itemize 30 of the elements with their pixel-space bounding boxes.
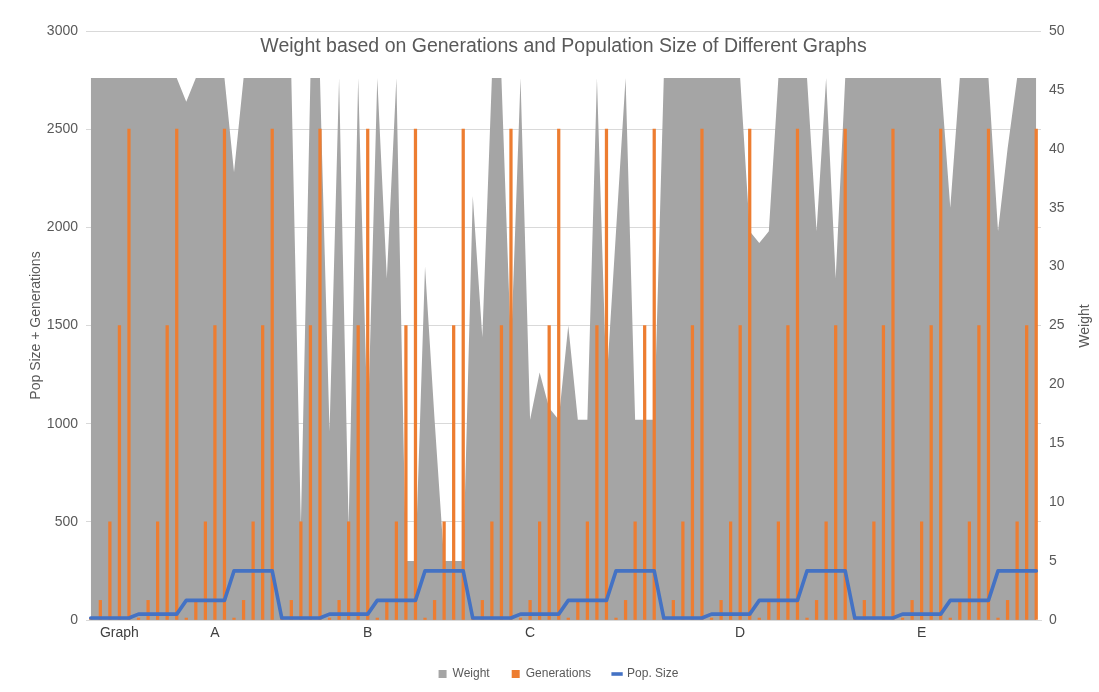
y-tick-label: 0: [70, 610, 79, 627]
x-tick-label: B: [363, 624, 373, 641]
y2-tick-label: 20: [1049, 375, 1065, 392]
y2-tick-label: 40: [1049, 139, 1065, 156]
y-tick-label: 1500: [46, 316, 79, 333]
y2-tick-label: 30: [1049, 257, 1065, 274]
y2-tick-label: 50: [1049, 21, 1065, 38]
x-tick-label: D: [735, 624, 746, 641]
y2-tick-label: 15: [1049, 434, 1065, 451]
y2-tick-label: 35: [1049, 198, 1065, 215]
chart-title: Weight based on Generations and Population Size of Different Graphs: [259, 34, 868, 57]
x-tick-label: Graph: [99, 624, 139, 641]
y2-axis-title: Weight: [1076, 303, 1092, 348]
y-tick-label: 500: [54, 512, 79, 529]
y2-tick-label: 5: [1049, 551, 1057, 568]
y-axis-title: Pop Size + Generations: [27, 251, 44, 400]
legend-label: Pop. Size: [627, 666, 679, 681]
y-tick-label: 2500: [46, 120, 79, 137]
y2-tick-label: 10: [1049, 493, 1065, 510]
x-tick-label: A: [210, 624, 221, 641]
legend-label: Generations: [525, 666, 592, 681]
x-tick-label: E: [916, 624, 927, 641]
y2-tick-label: 25: [1049, 316, 1065, 333]
legend-label: Weight: [452, 666, 491, 681]
y-tick-label: 3000: [46, 21, 79, 38]
y2-tick-label: 45: [1049, 80, 1065, 97]
y2-tick-label: 0: [1049, 610, 1057, 627]
y-tick-label: 1000: [46, 414, 79, 431]
x-tick-label: C: [525, 624, 536, 641]
y-tick-label: 2000: [46, 218, 79, 235]
